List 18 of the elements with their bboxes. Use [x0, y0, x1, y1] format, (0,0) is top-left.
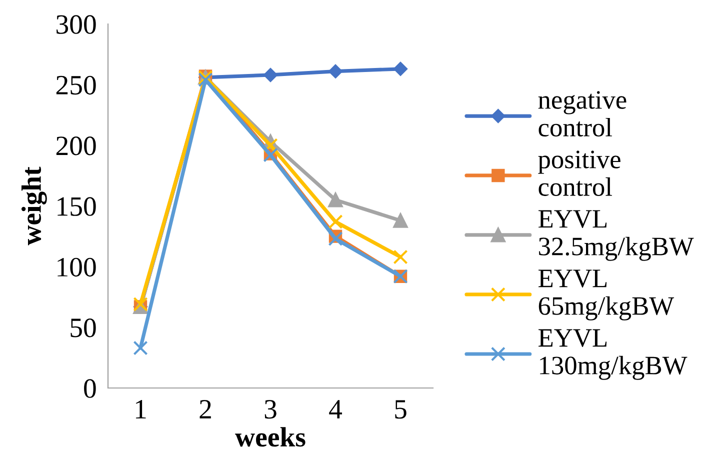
- legend-label: EYVL 65mg/kgBW: [538, 270, 674, 320]
- x-tick-label: 2: [200, 400, 211, 418]
- x-axis-title: weeks: [235, 427, 306, 447]
- x-tick-label: 4: [329, 400, 342, 418]
- legend-label: positive control: [538, 150, 620, 196]
- x-tick-label: 5: [395, 400, 406, 419]
- y-tick-label: 0: [84, 379, 96, 398]
- x-tick-label: 1: [136, 400, 146, 418]
- y-tick-label: 50: [70, 318, 96, 338]
- y-tick-label: 200: [56, 136, 96, 156]
- y-tick-label: 300: [56, 15, 96, 34]
- x-tick-label: 3: [264, 400, 276, 419]
- legend-label: EYVL 32.5mg/kgBW: [538, 210, 694, 261]
- y-tick-label: 100: [58, 258, 96, 277]
- y-axis-title: weight: [21, 166, 47, 246]
- legend-label: EYVL 130mg/kgBW: [538, 329, 688, 380]
- y-tick-label: 250: [56, 76, 96, 95]
- y-tick-label: 150: [58, 197, 96, 216]
